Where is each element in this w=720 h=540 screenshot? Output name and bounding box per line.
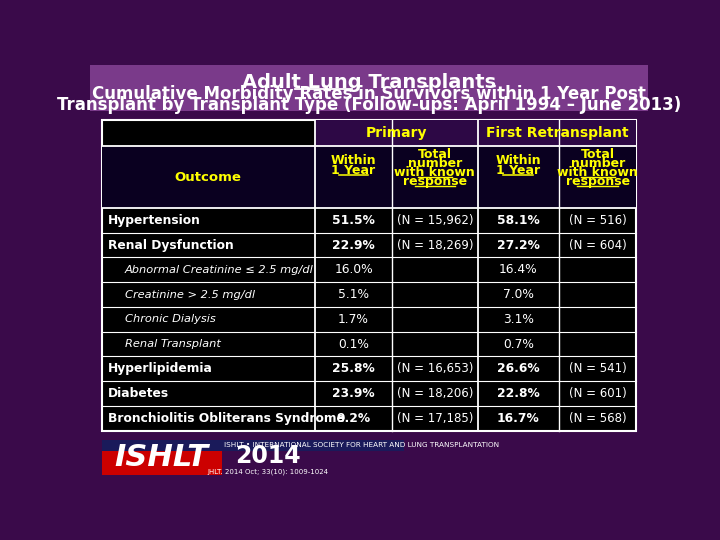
Text: Hypertension: Hypertension xyxy=(108,214,201,227)
Text: 0.1%: 0.1% xyxy=(338,338,369,350)
Text: 16.0%: 16.0% xyxy=(334,264,373,276)
Text: 0.7%: 0.7% xyxy=(503,338,534,350)
Text: (N = 541): (N = 541) xyxy=(569,362,626,375)
Text: (N = 15,962): (N = 15,962) xyxy=(397,214,473,227)
Text: Bronchiolitis Obliterans Syndrome: Bronchiolitis Obliterans Syndrome xyxy=(108,411,345,424)
Text: Renal Dysfunction: Renal Dysfunction xyxy=(108,239,233,252)
Text: (N = 604): (N = 604) xyxy=(569,239,626,252)
Text: Cumulative Morbidity Rates in Survivors within 1 Year Post: Cumulative Morbidity Rates in Survivors … xyxy=(92,85,646,103)
Text: 51.5%: 51.5% xyxy=(332,214,375,227)
Text: Creatinine > 2.5 mg/dl: Creatinine > 2.5 mg/dl xyxy=(125,289,255,300)
Text: Total: Total xyxy=(418,147,452,160)
Bar xyxy=(102,146,636,208)
Text: Outcome: Outcome xyxy=(175,171,242,184)
Bar xyxy=(102,440,222,475)
Text: 1.7%: 1.7% xyxy=(338,313,369,326)
Text: Adult Lung Transplants: Adult Lung Transplants xyxy=(242,72,496,91)
Text: 26.6%: 26.6% xyxy=(497,362,539,375)
Text: ISHLT: ISHLT xyxy=(114,443,209,472)
Text: (N = 18,206): (N = 18,206) xyxy=(397,387,473,400)
Text: 2014: 2014 xyxy=(235,444,301,468)
Text: (N = 516): (N = 516) xyxy=(569,214,626,227)
Text: Transplant by Transplant Type (Follow-ups: April 1994 – June 2013): Transplant by Transplant Type (Follow-up… xyxy=(57,96,681,114)
Text: 16.4%: 16.4% xyxy=(499,264,538,276)
Bar xyxy=(315,120,636,146)
Text: with known: with known xyxy=(395,166,475,179)
Text: Chronic Dialysis: Chronic Dialysis xyxy=(125,314,215,325)
Text: Primary: Primary xyxy=(365,126,427,140)
Bar xyxy=(102,440,404,450)
Text: 16.7%: 16.7% xyxy=(497,411,539,424)
Text: 3.1%: 3.1% xyxy=(503,313,534,326)
Text: 9.2%: 9.2% xyxy=(336,411,371,424)
Text: 5.1%: 5.1% xyxy=(338,288,369,301)
Text: Total: Total xyxy=(580,147,615,160)
Text: Within: Within xyxy=(495,154,541,167)
Text: 27.2%: 27.2% xyxy=(497,239,539,252)
Text: First Retransplant: First Retransplant xyxy=(485,126,629,140)
Text: JHLT. 2014 Oct; 33(10): 1009-1024: JHLT. 2014 Oct; 33(10): 1009-1024 xyxy=(208,469,329,475)
Text: 23.9%: 23.9% xyxy=(332,387,375,400)
Text: number: number xyxy=(408,157,462,170)
Text: (N = 18,269): (N = 18,269) xyxy=(397,239,473,252)
Text: (N = 16,653): (N = 16,653) xyxy=(397,362,473,375)
Text: Hyperlipidemia: Hyperlipidemia xyxy=(108,362,212,375)
Text: Abnormal Creatinine ≤ 2.5 mg/dl: Abnormal Creatinine ≤ 2.5 mg/dl xyxy=(125,265,314,275)
Text: (N = 17,185): (N = 17,185) xyxy=(397,411,473,424)
Text: 22.8%: 22.8% xyxy=(497,387,539,400)
Text: response: response xyxy=(566,176,630,188)
Text: Diabetes: Diabetes xyxy=(108,387,169,400)
Text: response: response xyxy=(402,176,467,188)
Text: 7.0%: 7.0% xyxy=(503,288,534,301)
Text: 1 Year: 1 Year xyxy=(496,164,540,177)
Text: ISHLT • INTERNATIONAL SOCIETY FOR HEART AND LUNG TRANSPLANTATION: ISHLT • INTERNATIONAL SOCIETY FOR HEART … xyxy=(224,442,499,448)
Text: number: number xyxy=(570,157,625,170)
Text: 58.1%: 58.1% xyxy=(497,214,539,227)
Text: 25.8%: 25.8% xyxy=(332,362,375,375)
Text: with known: with known xyxy=(557,166,638,179)
Text: Within: Within xyxy=(330,154,377,167)
Text: 22.9%: 22.9% xyxy=(332,239,375,252)
Bar xyxy=(102,120,636,430)
Bar xyxy=(90,65,648,111)
Text: (N = 601): (N = 601) xyxy=(569,387,626,400)
Text: Renal Transplant: Renal Transplant xyxy=(125,339,221,349)
Text: (N = 568): (N = 568) xyxy=(569,411,626,424)
Text: 1 Year: 1 Year xyxy=(331,164,376,177)
